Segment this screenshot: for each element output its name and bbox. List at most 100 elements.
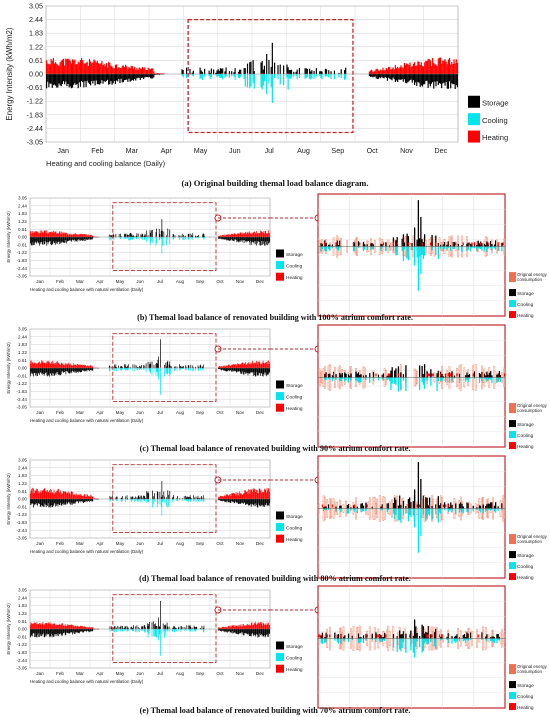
storage-bar: [114, 364, 115, 368]
storage-bar: [60, 499, 61, 503]
storage-bar: [64, 237, 66, 243]
cooling-bar: [170, 368, 171, 375]
storage-bar: [124, 627, 125, 629]
cooling-bar: [199, 74, 201, 79]
zoom-cooling-bar: [420, 508, 422, 536]
heating-bar: [70, 363, 71, 368]
legend-label-storage: Storage: [286, 383, 303, 389]
zoom-storage-bar: [364, 244, 366, 247]
storage-bar: [228, 499, 230, 502]
storage-bar: [252, 237, 253, 242]
heating-bar: [88, 58, 91, 74]
cooling-bar: [189, 237, 191, 239]
storage-bar: [51, 499, 53, 508]
storage-bar: [40, 629, 42, 637]
zoom-storage-bar: [427, 626, 430, 639]
storage-bar: [33, 499, 35, 506]
storage-bar: [202, 234, 203, 237]
storage-bar: [185, 235, 186, 237]
storage-bar: [199, 497, 201, 499]
cooling-bar: [293, 74, 295, 77]
cooling-bar: [134, 368, 136, 372]
zoom-storage-bar: [356, 506, 358, 509]
storage-bar: [66, 368, 68, 372]
storage-bar: [203, 498, 205, 499]
heating-bar: [67, 233, 69, 237]
zoom-storage-bar: [498, 636, 501, 639]
storage-bar: [49, 499, 50, 508]
legend-label-heating: Heating: [482, 133, 508, 142]
storage-bar: [132, 627, 134, 629]
heating-bar: [35, 231, 37, 237]
heating-bar: [54, 492, 56, 499]
heating-bar: [223, 235, 225, 237]
heating-bar: [236, 495, 238, 499]
cooling-bar: [114, 368, 115, 371]
storage-bar: [245, 368, 246, 374]
storage-bar: [268, 499, 269, 506]
heating-bar: [248, 490, 250, 499]
storage-bar: [218, 368, 219, 370]
heating-bar: [85, 496, 86, 499]
zoom-heating-bar: [428, 373, 431, 377]
storage-bar: [136, 625, 138, 629]
heating-bar: [227, 627, 228, 629]
heating-bar: [233, 364, 235, 368]
storage-bar: [53, 237, 55, 243]
heating-bar: [70, 624, 72, 629]
storage-bar: [257, 629, 259, 638]
zoom-storage-bar: [421, 624, 423, 639]
zoom-storage-bar: [477, 240, 479, 247]
heating-bar: [435, 64, 437, 74]
storage-bar: [172, 628, 173, 629]
zoom-cooling-bar: [342, 638, 345, 642]
heating-bar: [69, 234, 71, 237]
zoom-cooling-bar: [402, 508, 405, 516]
heating-bar: [41, 231, 43, 237]
zoom-legend-swatch: [509, 311, 516, 319]
storage-bar: [429, 74, 431, 87]
heating-bar: [55, 624, 57, 629]
heating-bar: [263, 492, 265, 499]
storage-bar: [117, 625, 119, 629]
heating-bar: [266, 233, 268, 237]
storage-bar: [46, 629, 48, 634]
storage-bar: [154, 624, 155, 629]
storage-bar: [50, 74, 52, 84]
storage-bar: [93, 74, 95, 81]
storage-bar: [49, 499, 51, 506]
storage-bar: [62, 499, 63, 504]
storage-bar: [198, 234, 200, 237]
zoom-storage-bar: [371, 633, 373, 639]
zoom-cooling-bar: [450, 508, 452, 510]
heating-bar: [409, 62, 411, 74]
storage-bar: [417, 74, 419, 82]
storage-bar: [268, 368, 270, 373]
cooling-bar: [141, 499, 142, 501]
storage-bar: [114, 626, 115, 629]
storage-bar: [84, 499, 86, 503]
cooling-bar: [126, 237, 128, 239]
zoom-storage-bar: [485, 375, 487, 378]
cooling-bar: [217, 74, 219, 76]
storage-bar: [148, 74, 150, 77]
heating-bar: [57, 488, 59, 499]
heating-bar: [218, 496, 220, 499]
storage-bar: [42, 499, 44, 507]
zoom-legend-label: consumption: [517, 277, 542, 282]
storage-bar: [266, 629, 267, 635]
storage-bar: [391, 74, 393, 81]
heating-bar: [225, 234, 227, 237]
storage-bar: [262, 69, 264, 74]
heating-bar: [75, 495, 77, 499]
storage-bar: [137, 495, 139, 499]
zoom-storage-bar: [457, 243, 459, 247]
heating-bar: [93, 498, 95, 499]
zoom-cooling-bar: [404, 246, 406, 250]
heating-bar: [94, 498, 96, 499]
zoom-cooling-bar: [440, 246, 442, 249]
storage-bar: [41, 629, 42, 636]
storage-bar: [255, 629, 257, 636]
storage-bar: [226, 237, 228, 240]
storage-bar: [87, 237, 88, 240]
